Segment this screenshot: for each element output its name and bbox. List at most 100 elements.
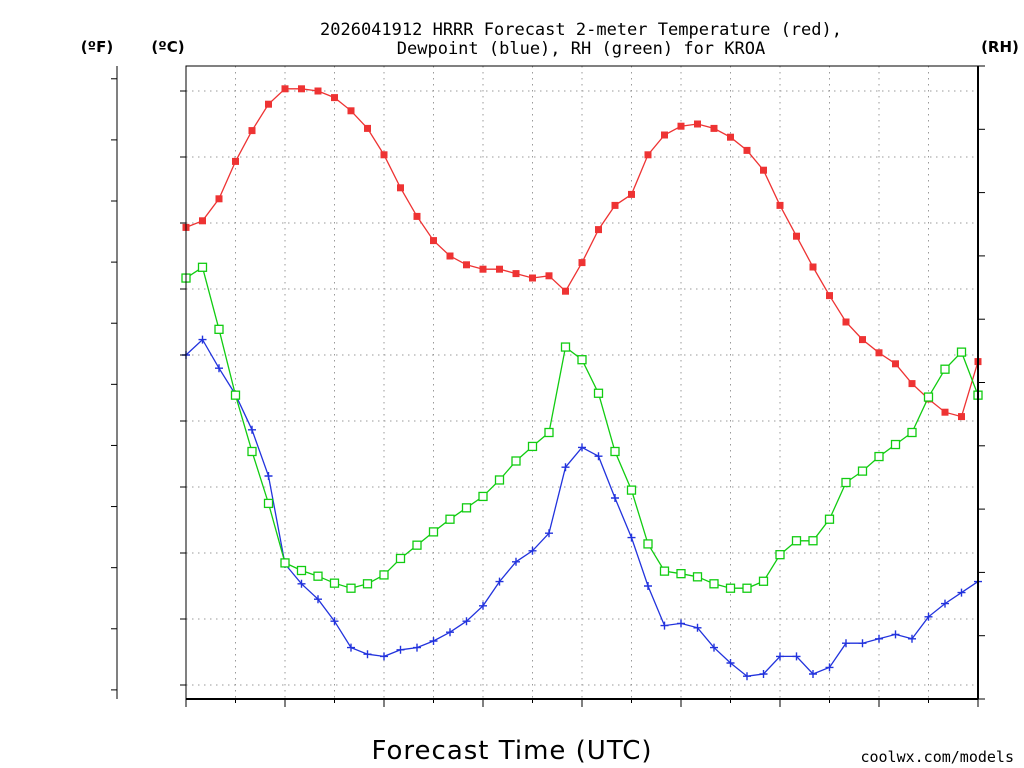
dewpoint-point [693, 623, 702, 632]
dewpoint-point [215, 364, 223, 373]
plot-frame [185, 65, 979, 700]
credit-text: coolwx.com/models [860, 748, 1014, 766]
dewpoint-point [644, 582, 652, 590]
temperature-point [364, 124, 371, 132]
rh-point [643, 539, 653, 549]
rh-point [412, 540, 422, 550]
dewpoint-point [462, 617, 471, 626]
temperature-point [232, 157, 239, 165]
dewpoint-point [413, 643, 421, 652]
temperature-point [826, 292, 833, 300]
rh-point [692, 572, 703, 582]
dewpoint-point [908, 634, 916, 643]
temperature-point [529, 274, 536, 282]
temperature-point [809, 263, 817, 271]
temperature-point [199, 217, 206, 225]
rh-point [808, 536, 818, 546]
rh-point [742, 583, 752, 593]
dewpoint-point [495, 577, 504, 586]
temperature-point [875, 349, 883, 357]
rh-point [890, 439, 901, 450]
temperature-point [446, 252, 454, 260]
left-inner-axis-unit: (ºC) [151, 38, 184, 56]
dewpoint-point [858, 639, 867, 648]
temperature-point [430, 237, 437, 245]
rh-point [296, 565, 307, 576]
temperature-point [248, 127, 256, 135]
rh-point [610, 446, 620, 457]
dewpoint-point [891, 630, 900, 639]
left-outer-axis-unit: (ºF) [81, 38, 113, 56]
rh-point [593, 388, 604, 398]
rh-point [329, 578, 340, 588]
rh-point [560, 342, 571, 352]
temperature-point [628, 190, 635, 198]
dewpoint-point [594, 452, 603, 461]
series-dewpoint [182, 335, 982, 681]
rh-point [313, 571, 323, 581]
temperature-point [331, 94, 338, 102]
dewpoint-point [875, 634, 883, 643]
rh-point [577, 355, 587, 365]
rh-point [940, 364, 950, 374]
rh-point [857, 466, 868, 476]
dewpoint-point [429, 637, 438, 645]
dewpoint-point [528, 546, 537, 555]
temperature-point [281, 85, 289, 93]
rh-point [230, 390, 241, 400]
temperature-point [380, 151, 388, 159]
temperature-point [677, 122, 685, 130]
temperature-point [958, 413, 965, 421]
dewpoint-point [479, 601, 487, 610]
temperature-point [941, 408, 949, 416]
dewpoint-point [941, 599, 949, 608]
dewpoint-point [248, 425, 256, 434]
dewpoint-point [677, 619, 685, 628]
temperature-point [463, 261, 470, 269]
dewpoint-point [710, 643, 718, 652]
dewpoint-point [545, 529, 553, 538]
dewpoint-point [330, 617, 339, 626]
rh-point [907, 427, 917, 438]
grid-lines [186, 66, 978, 699]
temperature-point [562, 287, 569, 295]
dewpoint-point [627, 533, 636, 542]
rh-point [709, 579, 719, 589]
dewpoint-point [743, 672, 751, 681]
temperature-point [314, 87, 322, 95]
rh-point [280, 558, 290, 568]
dewpoint-point [611, 494, 619, 502]
temperature-point [265, 100, 272, 108]
temperature-point [710, 124, 718, 132]
dewpoint-point [297, 579, 306, 588]
rh-point [395, 553, 406, 564]
temperature-point [298, 85, 305, 93]
dewpoint-point [314, 595, 322, 604]
temperature-point [842, 318, 850, 326]
dewpoint-point [380, 652, 388, 661]
temperature-point [776, 201, 784, 209]
rh-point [841, 477, 851, 488]
rh-point [791, 536, 802, 546]
rh-point [247, 446, 257, 457]
rh-point [527, 441, 538, 452]
dewpoint-point [363, 650, 372, 659]
right-axis-unit: (RH) [981, 38, 1019, 56]
rh-point [874, 451, 884, 462]
rh-point [676, 569, 686, 579]
rh-point [461, 503, 472, 513]
rh-point [428, 527, 439, 537]
dewpoint-point [446, 628, 454, 637]
dewpoint-point [512, 557, 520, 566]
rh-point [379, 570, 389, 580]
temperature-point [743, 146, 751, 154]
series-rh [181, 262, 983, 593]
dewpoint-point [347, 643, 355, 652]
dewpoint-point [792, 652, 801, 661]
axes [111, 65, 985, 707]
temperature-point [644, 151, 652, 159]
dewpoint-point [726, 659, 735, 667]
temperature-point [512, 270, 520, 278]
rh-point [511, 456, 521, 466]
